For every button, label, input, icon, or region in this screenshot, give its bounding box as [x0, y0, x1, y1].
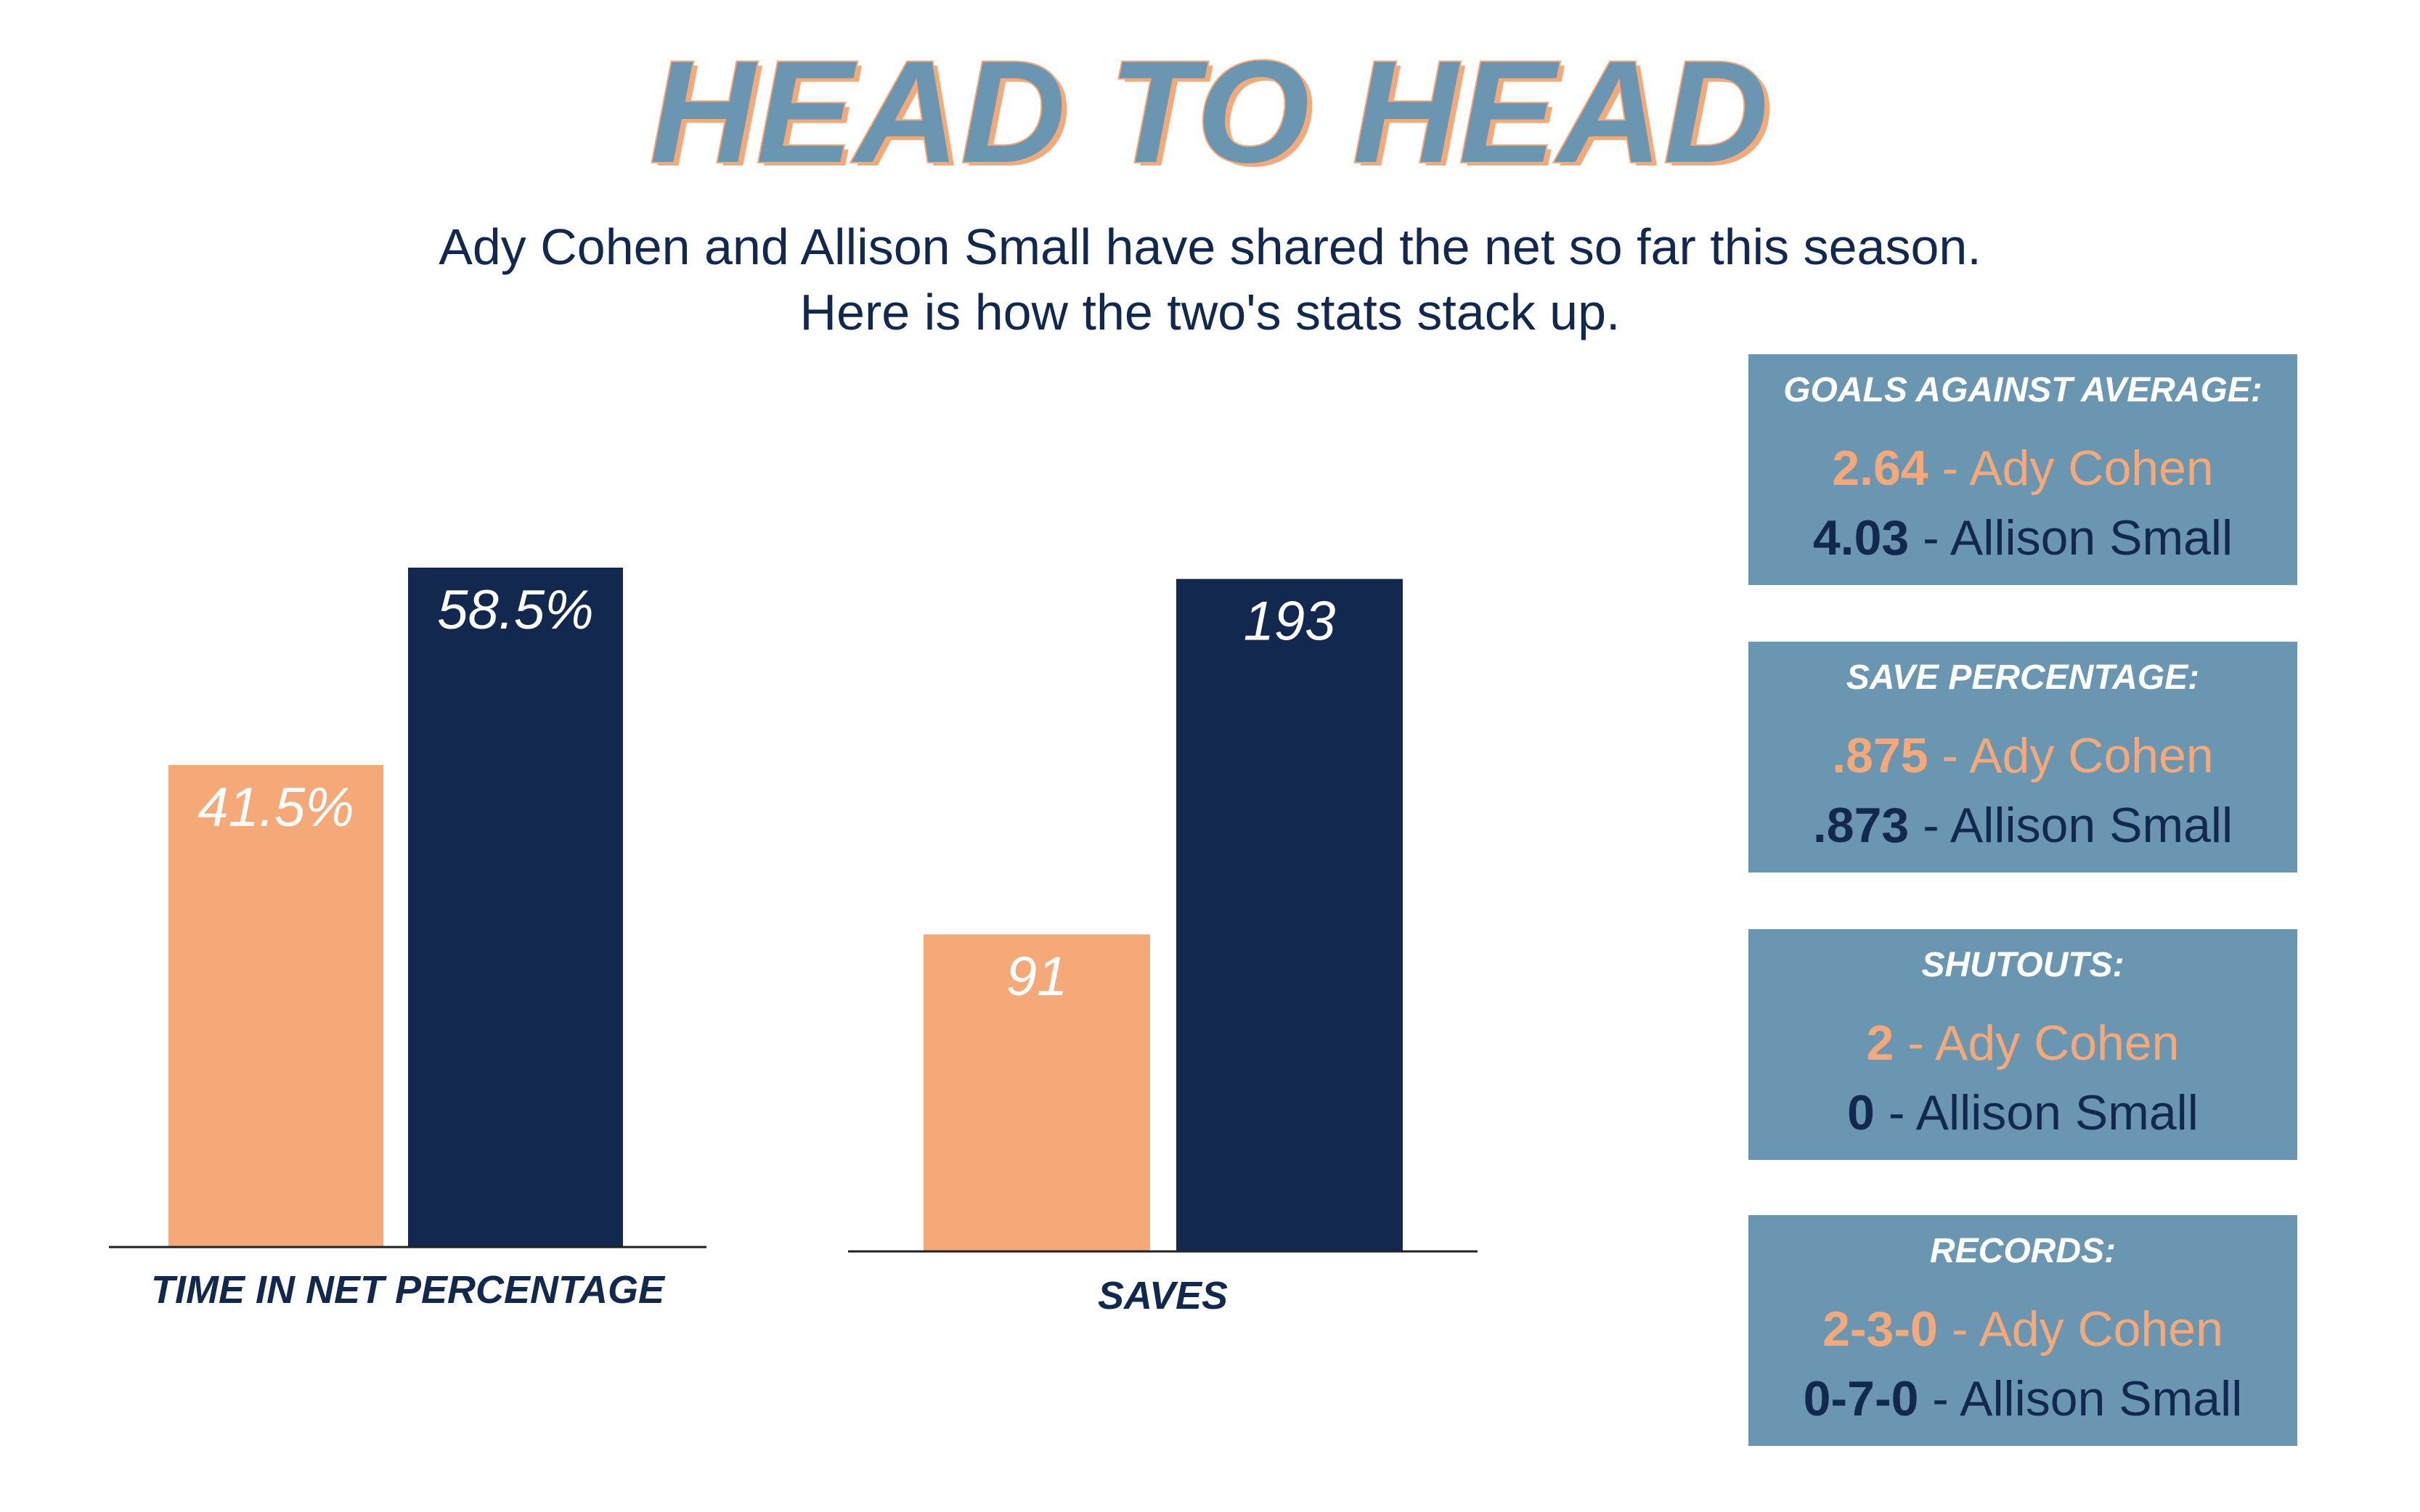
stat-box-save-percentage: SAVE PERCENTAGE: .875 - Ady Cohen .873 -… — [1748, 642, 2297, 873]
stat-name-ady: - Ady Cohen — [1937, 1301, 2223, 1357]
stat-box-records: RECORDS: 2-3-0 - Ady Cohen 0-7-0 - Allis… — [1748, 1215, 2297, 1446]
stat-heading: SAVE PERCENTAGE: — [1846, 658, 2200, 697]
stat-line-ady: 2 - Ady Cohen — [1748, 1015, 2297, 1071]
stat-name-ady: - Ady Cohen — [1894, 1016, 2180, 1071]
stat-value-allison: .873 — [1812, 798, 1910, 853]
x-axis-label: TIME IN NET PERCENTAGE — [151, 1268, 666, 1312]
bar-allison-small — [408, 568, 623, 1247]
x-axis-label: SAVES — [1098, 1274, 1228, 1317]
bar-value-label: 58.5% — [437, 579, 594, 641]
stat-heading: RECORDS: — [1929, 1232, 2116, 1270]
stat-heading: GOALS AGAINST AVERAGE: — [1783, 371, 2262, 409]
stat-line-ady: .875 - Ady Cohen — [1748, 727, 2297, 784]
stat-line-allison: .873 - Allison Small — [1748, 797, 2297, 854]
stat-line-allison: 4.03 - Allison Small — [1748, 510, 2297, 566]
stat-line-allison: 0-7-0 - Allison Small — [1748, 1370, 2297, 1427]
stat-name-allison: - Allison Small — [1909, 798, 2233, 853]
stat-name-allison: - Allison Small — [1874, 1085, 2199, 1140]
stat-box-shutouts: SHUTOUTS: 2 - Ady Cohen 0 - Allison Smal… — [1748, 929, 2297, 1160]
bar-ady-cohen — [168, 765, 383, 1247]
bar-allison-small — [1176, 579, 1403, 1251]
subtitle-line-2: Here is how the two's stats stack up. — [799, 284, 1621, 340]
stat-value-ady: 2.64 — [1832, 441, 1928, 496]
bar-value-label: 91 — [1006, 946, 1068, 1008]
stat-name-allison: - Allison Small — [1909, 510, 2233, 565]
stat-line-ady: 2.64 - Ady Cohen — [1748, 440, 2297, 496]
bar-ady-cohen — [924, 934, 1150, 1251]
bar-value-label: 41.5% — [197, 777, 354, 838]
stat-heading: SHUTOUTS: — [1921, 946, 2124, 984]
stat-box-goals-against-average: GOALS AGAINST AVERAGE: 2.64 - Ady Cohen … — [1748, 354, 2297, 585]
stat-line-ady: 2-3-0 - Ady Cohen — [1748, 1301, 2297, 1357]
stat-value-ady: 2 — [1866, 1016, 1894, 1071]
stat-line-allison: 0 - Allison Small — [1748, 1084, 2297, 1141]
bar-value-label: 193 — [1244, 591, 1336, 653]
stat-value-ady: 2-3-0 — [1822, 1301, 1938, 1357]
page-title: HEAD TO HEAD — [648, 31, 1770, 193]
stat-value-allison: 0 — [1847, 1085, 1875, 1140]
stat-value-ady: .875 — [1832, 728, 1928, 783]
stat-name-ady: - Ady Cohen — [1928, 728, 2214, 783]
stat-name-allison: - Allison Small — [1918, 1371, 2243, 1426]
stat-name-ady: - Ady Cohen — [1928, 441, 2214, 496]
stat-value-allison: 0-7-0 — [1803, 1371, 1919, 1426]
stat-value-allison: 4.03 — [1812, 510, 1910, 565]
subtitle-line-1: Ady Cohen and Allison Small have shared … — [439, 218, 1981, 275]
